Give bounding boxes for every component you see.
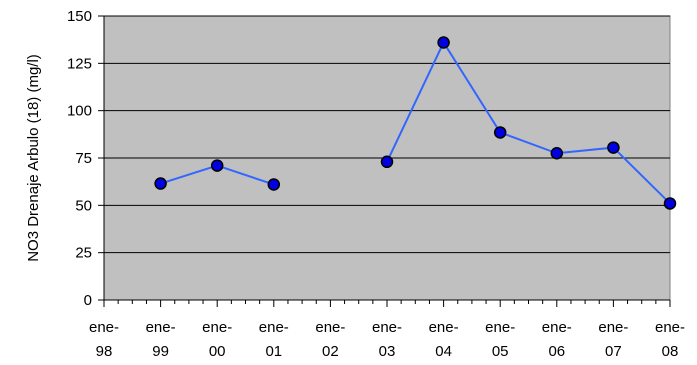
x-tick-label: ene-00 [202,319,232,360]
grid-lines [104,15,670,254]
data-point [607,141,620,154]
data-points [154,36,677,210]
x-tick-label: ene-01 [259,319,289,360]
y-tick-label: 0 [84,292,92,309]
x-tick-label: ene-02 [315,319,345,360]
y-tick-label: 150 [67,8,92,25]
axes [98,15,671,307]
data-point [493,126,507,139]
y-tick-label: 125 [67,55,92,72]
y-tick-labels: 0 25 50 75 100 125 150 [67,8,92,309]
x-tick-label: ene-05 [485,319,515,360]
x-tick-label: ene-08 [655,319,685,360]
data-point [663,197,677,210]
series-line [386,40,671,205]
data-point [380,155,394,169]
y-axis-label: NO3 Drenaje Arbulo (18) (mg/l) [25,54,42,262]
y-tick-label: 50 [75,197,92,214]
x-tick-label: ene-07 [598,319,628,360]
data-point [550,147,564,160]
x-tick-label: ene-04 [429,319,459,360]
data-point [154,177,167,190]
y-tick-label: 100 [67,103,92,120]
x-tick-labels: ene-98 ene-99 ene-00 ene-01 ene-02 ene-03 ene-… [89,319,685,360]
x-tick-label: ene-06 [542,319,572,360]
data-point [437,36,450,49]
x-tick-label: ene-99 [146,319,176,360]
data-point [210,159,224,172]
data-point [267,178,281,191]
y-tick-label: 25 [75,245,92,262]
y-tick-label: 75 [75,150,92,167]
x-tick-label: ene-03 [372,319,402,360]
x-tick-label: ene-98 [89,319,119,360]
